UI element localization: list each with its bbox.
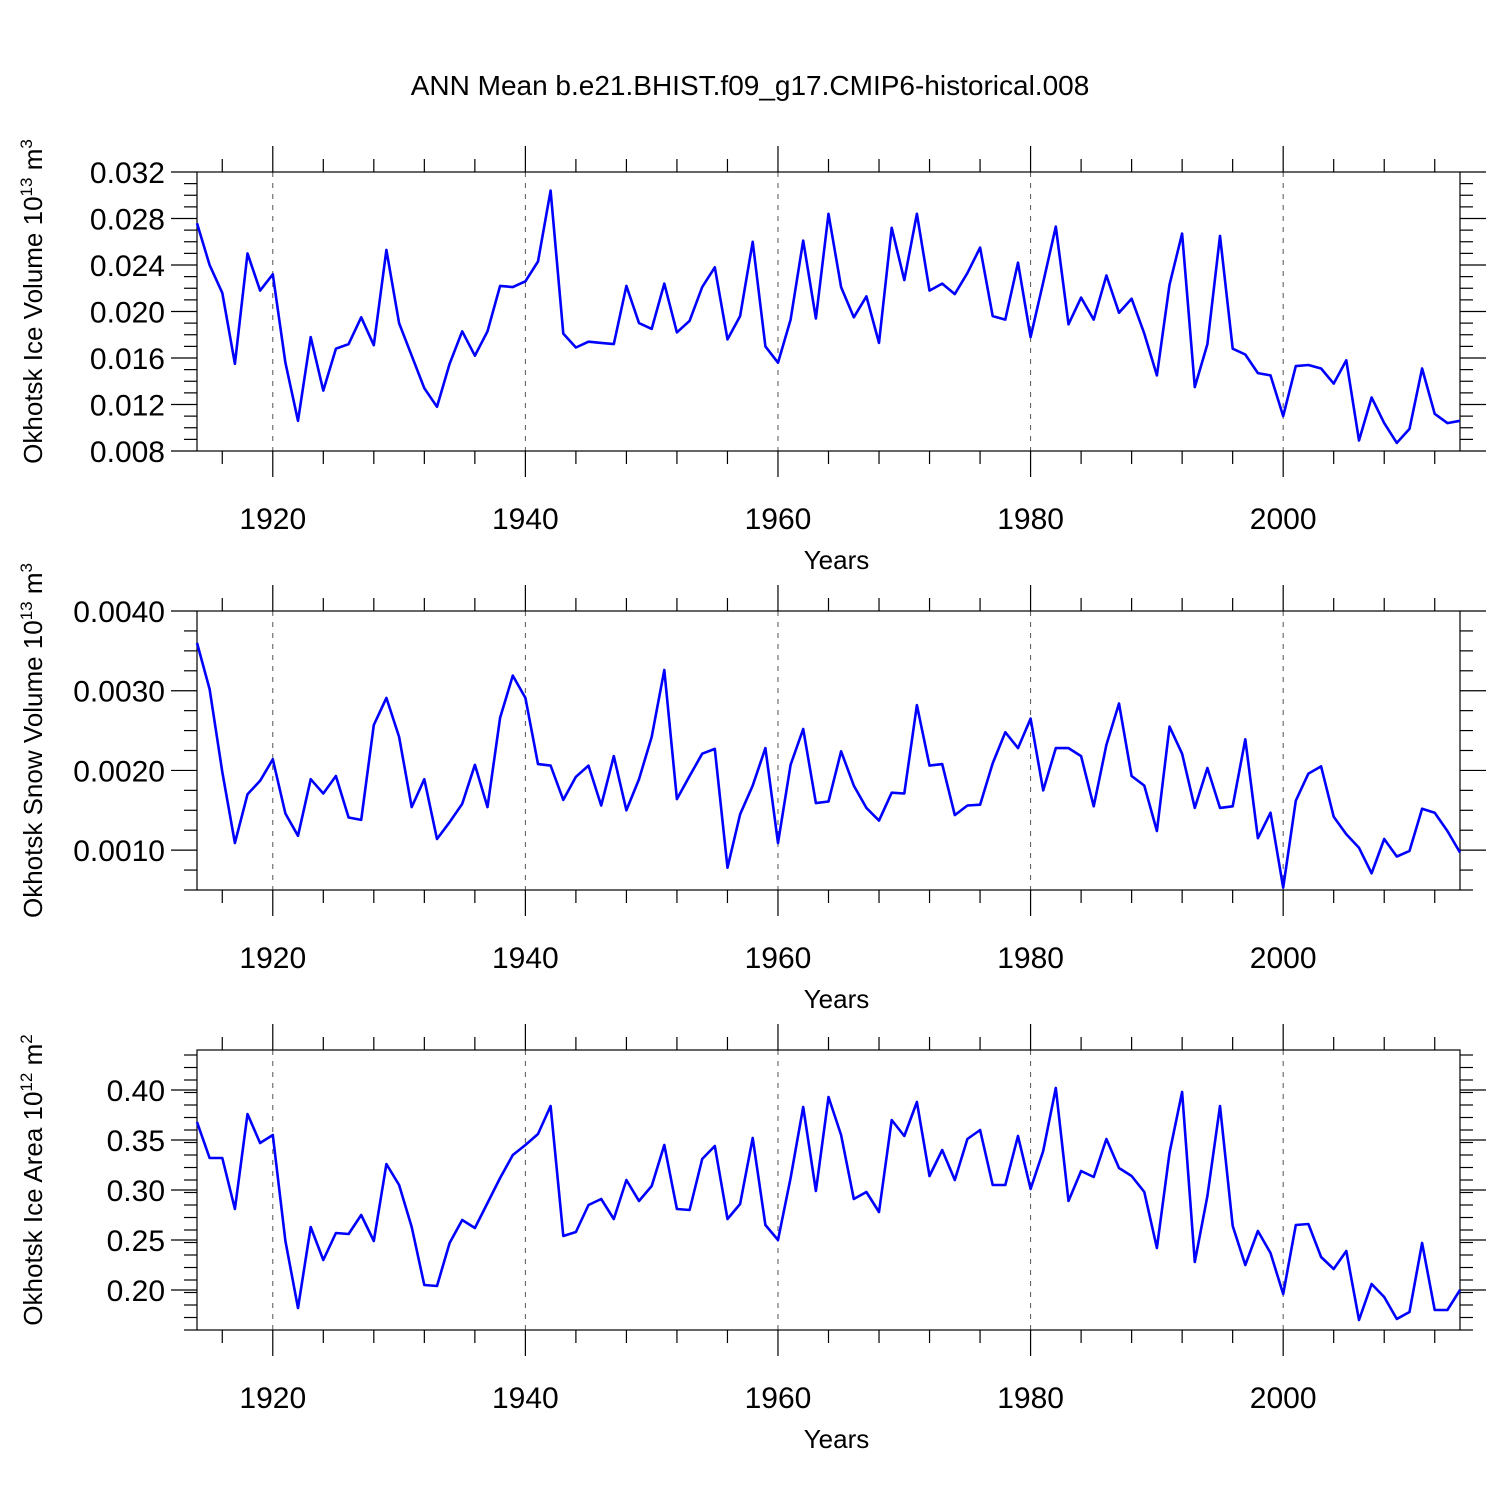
snow-volume-panel: 0.0010 0.0020 0.0030 0.0040 1920 1940 1960 198… <box>17 563 1486 1014</box>
x-tick-label: 1920 <box>239 942 306 975</box>
plot-frame <box>196 610 1461 891</box>
y-tick-label: 0.0020 <box>73 755 165 788</box>
snow-volume-line <box>195 642 1462 889</box>
ice-volume-line <box>195 189 1461 445</box>
x-tick-label: 2000 <box>1250 1382 1317 1415</box>
x-tick-label: 1920 <box>239 1382 306 1415</box>
y-tick-label: 0.20 <box>107 1275 165 1308</box>
y-tick-label: 0.016 <box>90 343 165 376</box>
y-tick-label: 0.0030 <box>73 676 165 709</box>
x-tick-label: 1980 <box>997 1382 1064 1415</box>
y-tick-label: 0.40 <box>107 1075 165 1108</box>
y-tick-label: 0.028 <box>90 204 165 237</box>
x-tick-label: 1980 <box>997 942 1064 975</box>
y-axis-label: Okhotsk Ice Area 1012 m2 <box>17 1034 48 1325</box>
y-tick-label: 0.020 <box>90 297 165 330</box>
x-axis-label: Years <box>804 545 870 575</box>
y-tick-label: 0.032 <box>90 157 165 190</box>
plot-frame <box>196 1049 1461 1331</box>
y-tick-label: 0.0040 <box>73 596 165 629</box>
x-tick-label: 1960 <box>745 942 812 975</box>
x-tick-label: 1960 <box>745 503 812 536</box>
y-tick-label: 0.024 <box>90 250 165 283</box>
y-tick-label: 0.35 <box>107 1125 165 1158</box>
ice-area-line <box>195 1086 1462 1322</box>
y-tick-label: 0.008 <box>90 436 165 469</box>
y-tick-label: 0.0010 <box>73 835 165 868</box>
x-tick-label: 1920 <box>239 503 306 536</box>
chart-title: ANN Mean b.e21.BHIST.f09_g17.CMIP6-histo… <box>411 70 1090 101</box>
y-axis-label: Okhotsk Ice Volume 1013 m3 <box>17 139 48 464</box>
x-tick-label: 1940 <box>492 503 559 536</box>
y-tick-label: 0.012 <box>90 390 165 423</box>
y-tick-label: 0.25 <box>107 1225 165 1258</box>
ice-volume-panel: 0.008 0.012 0.016 0.020 0.024 0.028 0.032 1920… <box>17 139 1486 575</box>
x-axis-label: Years <box>804 984 870 1014</box>
x-tick-label: 1980 <box>997 503 1064 536</box>
y-tick-label: 0.30 <box>107 1175 165 1208</box>
y-axis-label: Okhotsk Snow Volume 1013 m3 <box>17 563 48 918</box>
ice-area-panel: 0.20 0.25 0.30 0.35 0.40 1920 1940 1960 1980 200… <box>17 1024 1486 1454</box>
x-axis-label: Years <box>804 1424 870 1454</box>
x-tick-label: 2000 <box>1250 503 1317 536</box>
x-tick-label: 1940 <box>492 942 559 975</box>
x-tick-label: 2000 <box>1250 942 1317 975</box>
x-tick-label: 1960 <box>745 1382 812 1415</box>
x-tick-label: 1940 <box>492 1382 559 1415</box>
